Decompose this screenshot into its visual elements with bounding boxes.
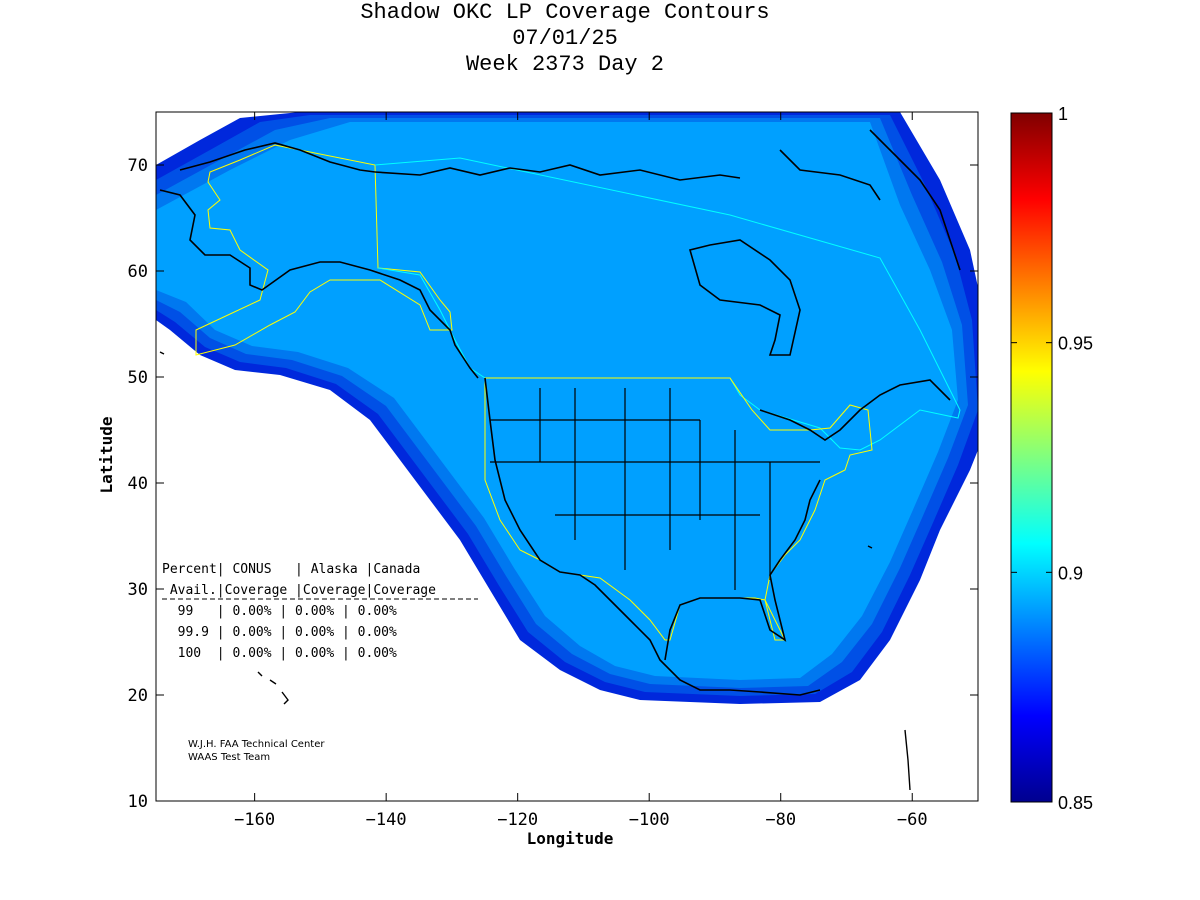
y-tick-label: 40 [128,474,148,494]
plot-frame [155,111,979,802]
coverage-band-inner [156,122,958,680]
y-tick-label: 50 [128,368,148,388]
x-tick-label: −60 [897,810,928,830]
x-tick-label: −160 [234,810,275,830]
colorbar-tick-label: 0.85 [1058,793,1093,813]
x-axis-label: Longitude [527,829,614,848]
coverage-table: Percent| CONUS | Alaska |Canada Avail.|C… [162,562,478,661]
coverage-table-row: 100 | 0.00% | 0.00% | 0.00% [162,646,397,661]
y-axis-label: Latitude [97,416,116,493]
credits-line-2: WAAS Test Team [188,752,270,763]
coverage-table-header-1: Percent| CONUS | Alaska |Canada [162,562,420,577]
alaska-service-boundary [195,144,453,356]
title-line-1: Shadow OKC LP Coverage Contours [360,0,770,25]
x-tick-label: −80 [765,810,796,830]
islands [159,351,911,791]
state-borders [490,388,820,590]
credits-line-1: W.J.H. FAA Technical Center [188,739,325,750]
x-axis-ticks: −160 −140 −120 −100 −80 −60 [234,112,928,830]
conus-service-boundary [484,377,873,641]
x-tick-label: −100 [629,810,670,830]
colorbar-tick-label: 0.95 [1058,334,1093,354]
y-tick-label: 10 [128,792,148,812]
canada-service-boundary [374,157,961,451]
y-tick-label: 30 [128,580,148,600]
x-tick-label: −120 [497,810,538,830]
y-tick-label: 60 [128,262,148,282]
y-tick-label: 70 [128,156,148,176]
colorbar-tick-label: 1 [1058,104,1068,124]
coverage-table-header-2: Avail.|Coverage |Coverage|Coverage [162,583,436,598]
coverage-table-row: 99.9 | 0.00% | 0.00% | 0.00% [162,625,397,640]
title-line-2: 07/01/25 [512,26,618,51]
colorbar-ticks: 0.85 0.9 0.95 1 [1011,104,1093,813]
colorbar-tick-label: 0.9 [1058,563,1083,583]
coastlines [159,129,961,696]
title-line-3: Week 2373 Day 2 [465,52,665,77]
coverage-table-row: 99 | 0.00% | 0.00% | 0.00% [162,604,397,619]
y-axis-ticks: 10 20 30 40 50 60 70 [128,156,978,812]
x-tick-label: −140 [366,810,407,830]
y-tick-label: 20 [128,686,148,706]
colorbar [1010,112,1053,803]
